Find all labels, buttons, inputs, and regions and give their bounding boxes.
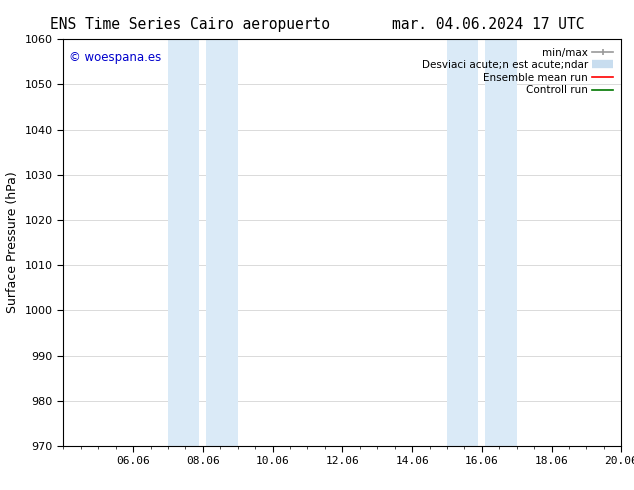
- Bar: [486, 39, 517, 446]
- Text: © woespana.es: © woespana.es: [69, 51, 161, 64]
- Text: ENS Time Series Cairo aeropuerto: ENS Time Series Cairo aeropuerto: [50, 17, 330, 32]
- Legend: min/max, Desviaci acute;n est acute;ndar, Ensemble mean run, Controll run: min/max, Desviaci acute;n est acute;ndar…: [418, 45, 616, 98]
- Bar: [206, 39, 238, 446]
- Bar: [168, 39, 199, 446]
- Bar: [447, 39, 479, 446]
- Text: mar. 04.06.2024 17 UTC: mar. 04.06.2024 17 UTC: [392, 17, 585, 32]
- Y-axis label: Surface Pressure (hPa): Surface Pressure (hPa): [6, 172, 19, 314]
